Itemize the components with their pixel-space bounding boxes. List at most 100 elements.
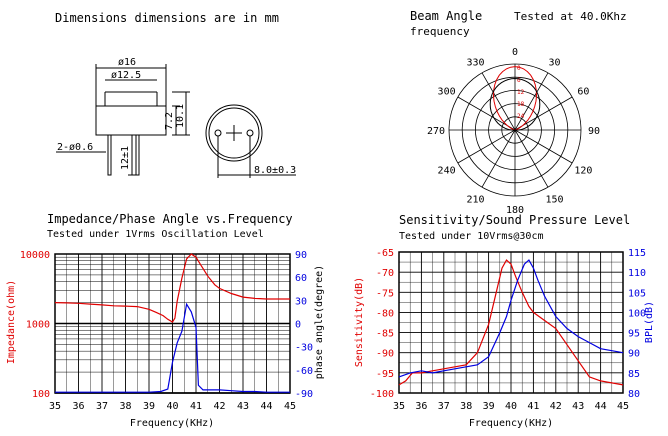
x-tick-label: 42	[550, 401, 562, 412]
impedance-chart-subtitle: Tested under 1Vrms Oscillation Level	[47, 229, 264, 240]
x-tick-label: 44	[595, 401, 607, 412]
y-tick-label: 1000	[26, 320, 50, 331]
x-tick-label: 36	[415, 401, 427, 412]
polar-ring-label: 0	[517, 65, 521, 72]
sensitivity-x-tick-labels: 35 36 37 38 39 40 41 42 43 44 45	[393, 401, 629, 412]
polar-ring-label: 6	[517, 77, 521, 84]
beam-main-lobe	[492, 66, 538, 131]
y2-tick-label: 95	[628, 329, 640, 340]
y-tick-label: -85	[376, 329, 394, 340]
polar-angle-label: 300	[438, 87, 456, 98]
y-tick-label: -70	[376, 268, 394, 279]
y2-tick-label: 80	[628, 389, 640, 400]
sensitivity-grid	[398, 251, 624, 394]
beam-angle-section: Beam Angle Tested at 40.0Khz frequency 0…	[410, 9, 627, 216]
impedance-chart: Impedance/Phase Angle vs.Frequency Teste…	[6, 212, 325, 429]
polar-spoke-300	[457, 96, 516, 131]
impedance-y-tick-labels: 100 1000 10000	[20, 250, 50, 400]
dim-total-height: 10.1	[175, 104, 186, 128]
x-tick-label: 45	[284, 401, 296, 412]
y2-tick-label: 60	[295, 273, 307, 284]
polar-angle-label: 150	[545, 194, 563, 205]
x-tick-label: 40	[166, 401, 178, 412]
dim-body-height: 7.2	[164, 112, 175, 130]
y2-tick-label: 100	[628, 308, 646, 319]
bottom-view-drawing	[205, 104, 296, 178]
side-view-drawing	[56, 64, 190, 176]
sensitivity-chart-title: Sensitivity/Sound Pressure Level	[399, 213, 630, 227]
x-tick-label: 43	[237, 401, 249, 412]
sensitivity-chart: Sensitivity/Sound Pressure Level Tested …	[354, 213, 655, 429]
sensitivity-x-axis-label: Frequency(KHz)	[469, 418, 553, 429]
dim-pin-length: 12±1	[120, 146, 131, 170]
x-tick-label: 44	[260, 401, 272, 412]
y-tick-label: 10000	[20, 250, 50, 261]
impedance-y-axis-label: Impedance(ohm)	[6, 280, 17, 364]
x-tick-label: 41	[190, 401, 202, 412]
y-tick-label: -100	[370, 389, 394, 400]
polar-angle-label: 30	[548, 58, 560, 69]
impedance-series-group	[54, 253, 290, 393]
y-tick-label: 100	[32, 389, 50, 400]
x-tick-label: 35	[393, 401, 405, 412]
x-tick-label: 41	[527, 401, 539, 412]
y2-tick-label: 85	[628, 369, 640, 380]
dimensions-title: Dimensions dimensions are in mm	[55, 11, 279, 25]
sensitivity-chart-subtitle: Tested under 10Vrms@30cm	[399, 231, 544, 242]
impedance-x-tick-labels: 35 36 37 38 39 40 41 42 43 44 45	[49, 401, 296, 412]
impedance-grid	[54, 253, 291, 394]
y2-tick-label: 110	[628, 268, 646, 279]
beam-contour	[489, 77, 541, 131]
polar-grid	[448, 63, 582, 197]
polar-spoke-210	[481, 129, 516, 188]
sensitivity-series-group	[398, 259, 624, 386]
beam-title-line2: frequency	[410, 25, 470, 38]
sensitivity-y-axis-label: Sensitivity(dB)	[354, 277, 365, 367]
polar-angle-label: 0	[512, 47, 518, 58]
polar-spoke-330	[481, 72, 516, 131]
y-tick-label: -80	[376, 308, 394, 319]
polar-angle-label: 270	[427, 126, 445, 137]
polar-spoke-60	[514, 96, 573, 131]
phase-y-axis-label: phase angle(degree)	[314, 265, 325, 379]
y-tick-label: -90	[376, 349, 394, 360]
polar-spoke-30	[514, 72, 549, 131]
spl-y-axis-label: BPL(dB)	[644, 301, 655, 343]
dim-inner-diameter: ø12.5	[111, 70, 141, 81]
x-tick-label: 35	[49, 401, 61, 412]
sensitivity-y-tick-labels: -65 -70 -75 -80 -85 -90 -95 -100	[370, 248, 394, 400]
x-tick-label: 40	[505, 401, 517, 412]
dimensions-section: Dimensions dimensions are in mm	[55, 11, 296, 178]
y2-tick-label: 90	[628, 349, 640, 360]
polar-angle-label: 90	[588, 126, 600, 137]
x-tick-label: 38	[460, 401, 472, 412]
polar-angle-label: 330	[466, 58, 484, 69]
y-tick-label: -75	[376, 288, 394, 299]
spl-y-tick-labels: 115 110 105 100 95 90 85 80	[628, 248, 646, 400]
c1-series-line-0	[54, 253, 290, 323]
polar-angle-label: 210	[466, 194, 484, 205]
x-tick-label: 42	[213, 401, 225, 412]
c2-series-line-1	[398, 259, 624, 378]
x-tick-label: 39	[143, 401, 155, 412]
x-tick-label: 38	[119, 401, 131, 412]
x-tick-label: 39	[483, 401, 495, 412]
polar-spoke-150	[514, 129, 549, 188]
polar-ring-labels: 0 6 12 18 24	[517, 65, 525, 120]
dim-outer-diameter: ø16	[118, 57, 136, 68]
phase-y-tick-labels: 90 60 30 0 -30 -60 -90	[295, 250, 313, 400]
y-tick-label: -65	[376, 248, 394, 259]
polar-spoke-240	[457, 129, 516, 164]
impedance-x-axis-label: Frequency(KHz)	[130, 418, 214, 429]
impedance-chart-title: Impedance/Phase Angle vs.Frequency	[47, 212, 293, 226]
x-tick-label: 36	[72, 401, 84, 412]
x-tick-label: 37	[96, 401, 108, 412]
polar-ring-label: 18	[517, 101, 525, 108]
y2-tick-label: -90	[295, 389, 313, 400]
beam-condition: Tested at 40.0Khz	[514, 10, 627, 23]
c2-series-line-0	[398, 259, 624, 386]
y2-tick-label: 30	[295, 296, 307, 307]
y-tick-label: -95	[376, 369, 394, 380]
x-tick-label: 43	[572, 401, 584, 412]
